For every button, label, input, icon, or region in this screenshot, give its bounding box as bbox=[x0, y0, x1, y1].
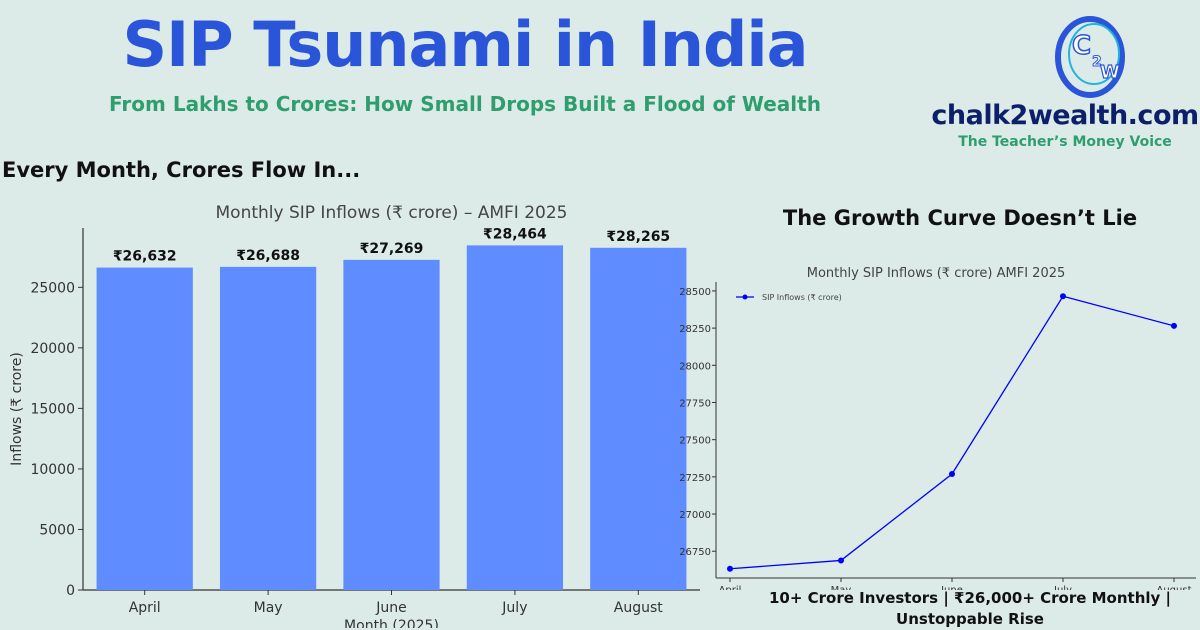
y-axis-label: Inflows (₹ crore) bbox=[9, 352, 25, 466]
y-tick-label: 10000 bbox=[30, 462, 75, 478]
data-point bbox=[1060, 293, 1066, 300]
brand-name: chalk2wealth.com bbox=[931, 100, 1199, 131]
y-tick-label: 27500 bbox=[680, 436, 711, 447]
data-point bbox=[949, 471, 955, 478]
y-tick-label: 20000 bbox=[30, 341, 75, 357]
svg-text:W: W bbox=[1100, 62, 1120, 83]
y-tick-label: 26750 bbox=[680, 547, 711, 558]
x-tick-label: May bbox=[831, 585, 852, 590]
bar bbox=[96, 267, 193, 590]
bar-section-heading: Every Month, Crores Flow In... bbox=[2, 158, 361, 182]
x-tick-label: June bbox=[940, 585, 963, 590]
bar-data-label: ₹27,269 bbox=[360, 241, 424, 257]
x-tick-label: August bbox=[614, 600, 664, 616]
y-tick-label: 0 bbox=[66, 583, 75, 599]
y-tick-label: 27000 bbox=[680, 510, 711, 521]
data-point bbox=[838, 557, 844, 564]
bar bbox=[343, 259, 440, 590]
y-tick-label: 25000 bbox=[30, 280, 75, 296]
y-tick-label: 27250 bbox=[680, 473, 711, 484]
bar bbox=[590, 247, 687, 590]
y-tick-label: 27750 bbox=[680, 398, 711, 409]
x-tick-label: July bbox=[1053, 585, 1072, 590]
bar-data-label: ₹28,265 bbox=[606, 229, 670, 245]
x-tick-label: August bbox=[1157, 585, 1192, 590]
y-tick-label: 28000 bbox=[680, 361, 711, 372]
line-chart: Monthly SIP Inflows (₹ crore) AMFI 2025 2… bbox=[680, 266, 1196, 590]
c2w-logo-icon: C 2 W bbox=[1055, 16, 1125, 98]
bar-data-label: ₹26,688 bbox=[236, 248, 300, 264]
bar bbox=[219, 266, 317, 590]
page-title: SIP Tsunami in India bbox=[122, 8, 809, 81]
legend-label: SIP Inflows (₹ crore) bbox=[762, 293, 842, 302]
bar-chart: Monthly SIP Inflows (₹ crore) – AMFI 202… bbox=[9, 203, 700, 628]
x-tick-label: May bbox=[254, 600, 283, 616]
y-tick-label: 28500 bbox=[680, 287, 711, 298]
x-tick-label: June bbox=[375, 600, 407, 616]
x-tick-label: July bbox=[501, 600, 527, 616]
chart-title: Monthly SIP Inflows (₹ crore) AMFI 2025 bbox=[807, 266, 1066, 281]
x-tick-label: April bbox=[719, 585, 742, 590]
data-point bbox=[727, 565, 733, 572]
y-tick-label: 28250 bbox=[680, 324, 711, 335]
page-subtitle: From Lakhs to Crores: How Small Drops Bu… bbox=[109, 92, 821, 116]
legend-marker bbox=[742, 294, 748, 300]
x-tick-label: April bbox=[129, 600, 161, 616]
chart-title: Monthly SIP Inflows (₹ crore) – AMFI 202… bbox=[216, 203, 568, 223]
brand-tagline: The Teacher’s Money Voice bbox=[958, 134, 1172, 150]
series-line bbox=[729, 295, 1175, 570]
data-point bbox=[1171, 322, 1177, 329]
svg-text:2: 2 bbox=[1092, 54, 1102, 70]
y-tick-label: 5000 bbox=[39, 522, 75, 538]
x-axis-label: Month (2025) bbox=[344, 618, 439, 628]
bar bbox=[466, 245, 564, 590]
y-tick-label: 15000 bbox=[30, 401, 75, 417]
line-section-heading: The Growth Curve Doesn’t Lie bbox=[782, 206, 1138, 230]
footer-stats: 10+ Crore Investors | ₹26,000+ Crore Mon… bbox=[768, 589, 1172, 628]
bar-data-label: ₹28,464 bbox=[483, 226, 547, 242]
bar-data-label: ₹26,632 bbox=[113, 249, 177, 265]
svg-text:C: C bbox=[1072, 31, 1091, 61]
